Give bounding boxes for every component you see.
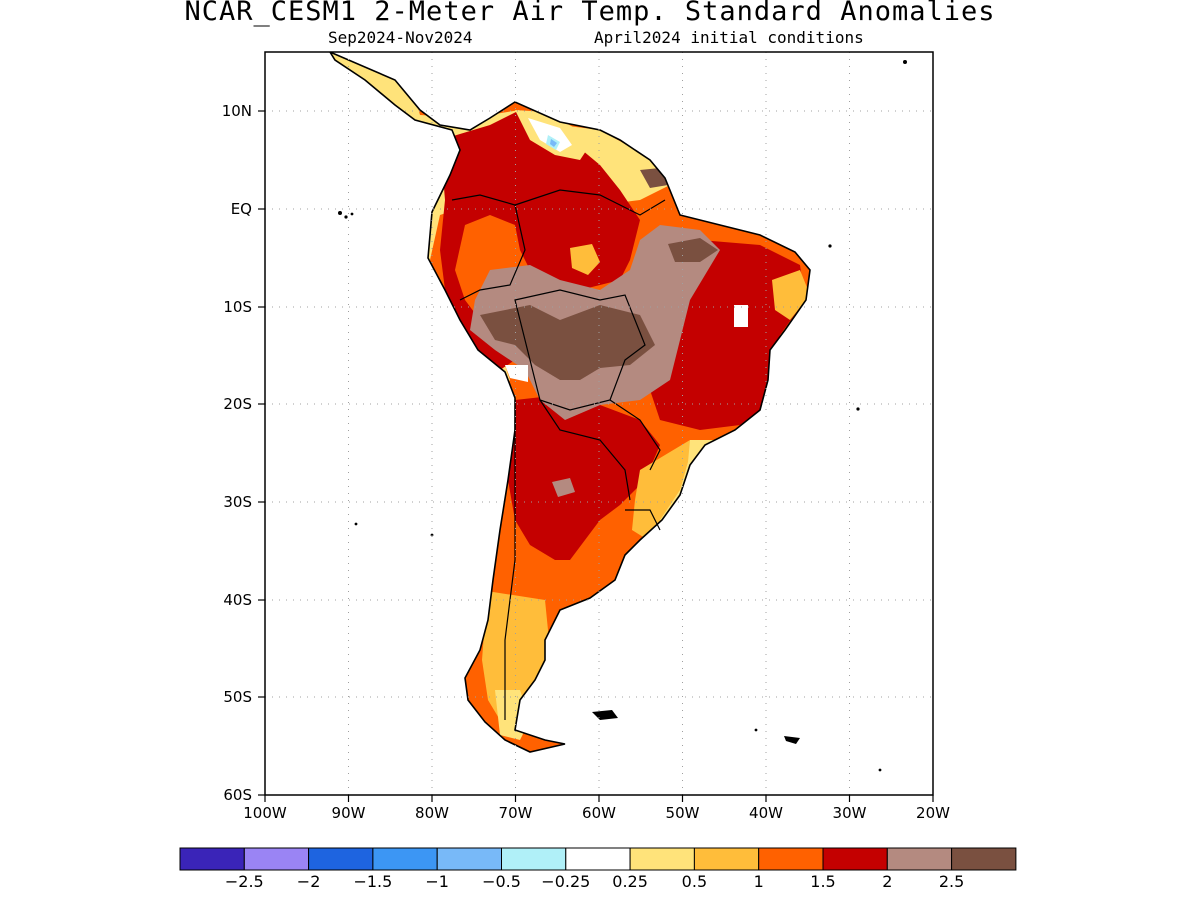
y-tick-label: 10N	[222, 102, 252, 120]
colorbar-label: −1	[425, 872, 449, 891]
tick-marks	[258, 110, 934, 802]
colorbar-swatch	[565, 847, 631, 871]
coastline	[329, 52, 811, 753]
brazil-missing-cell	[734, 305, 748, 327]
map-title: NCAR_CESM1 2-Meter Air Temp. Standard An…	[184, 0, 996, 27]
colorbar-swatch	[501, 847, 567, 871]
colorbar-swatch	[693, 847, 760, 871]
colorbar-label: −1.5	[353, 872, 392, 891]
gridlines	[265, 52, 933, 795]
northern-brazil-extreme	[668, 238, 718, 262]
colorbar-swatch	[629, 847, 695, 871]
x-tick-label: 60W	[582, 804, 616, 822]
y-tick-label: 10S	[223, 298, 252, 316]
colorbar-swatch	[822, 847, 888, 871]
x-tick-label: 30W	[833, 804, 867, 822]
x-tick-label: 100W	[243, 804, 287, 822]
colorbar-label: 0.25	[612, 872, 648, 891]
colorbar-swatch	[243, 847, 310, 871]
southern-cone-strong	[508, 395, 660, 560]
colorbar-swatch	[308, 847, 374, 871]
colorbar-label: −0.25	[541, 872, 590, 891]
y-tick-label: 30S	[223, 493, 252, 511]
y-tick-label: 40S	[223, 591, 252, 609]
colorbar-label: 1	[754, 872, 764, 891]
colorbar-label: 1.5	[810, 872, 835, 891]
colorbar-label: −2.5	[225, 872, 264, 891]
y-tick-label: 60S	[223, 786, 252, 804]
colorbar-label: 0.5	[682, 872, 707, 891]
forecast-period: Sep2024-Nov2024	[328, 28, 473, 47]
amazon-mild-patch	[570, 244, 600, 275]
northeast-coast-mild	[772, 270, 810, 320]
colorbar: −2.5 −2 −1.5 −1 −0.5 −0.25 0.25 0.5 1 1.5 2 2.5	[179, 847, 1017, 891]
bolivia-core-extreme	[480, 305, 655, 380]
initial-conditions: April2024 initial conditions	[594, 28, 864, 47]
colorbar-swatch	[951, 847, 1017, 871]
venezuela-cool-spot	[550, 139, 557, 147]
northwest-amazon-strong	[440, 110, 640, 370]
x-tick-label: 80W	[415, 804, 449, 822]
colorbar-swatch	[179, 847, 245, 871]
venezuela-neutral	[528, 118, 572, 152]
argentina-very-strong-patch	[552, 478, 575, 497]
colorbar-label: 2.5	[939, 872, 964, 891]
y-tick-label: 20S	[223, 395, 252, 413]
colorbar-swatch	[372, 847, 438, 871]
x-tick-label: 50W	[666, 804, 700, 822]
colorbar-swatch	[436, 847, 503, 871]
y-tick-label: 50S	[223, 688, 252, 706]
x-tick-label: 40W	[749, 804, 783, 822]
andes-missing-cells	[505, 365, 528, 382]
x-tick-label: 90W	[332, 804, 366, 822]
colorbar-swatch	[886, 847, 953, 871]
colorbar-swatch	[758, 847, 824, 871]
colorbar-label: 2	[882, 872, 892, 891]
colorbar-label: −2	[297, 872, 321, 891]
y-tick-label: EQ	[231, 200, 252, 218]
x-tick-label: 20W	[916, 804, 950, 822]
colorbar-label: −0.5	[482, 872, 521, 891]
x-tick-label: 70W	[499, 804, 533, 822]
